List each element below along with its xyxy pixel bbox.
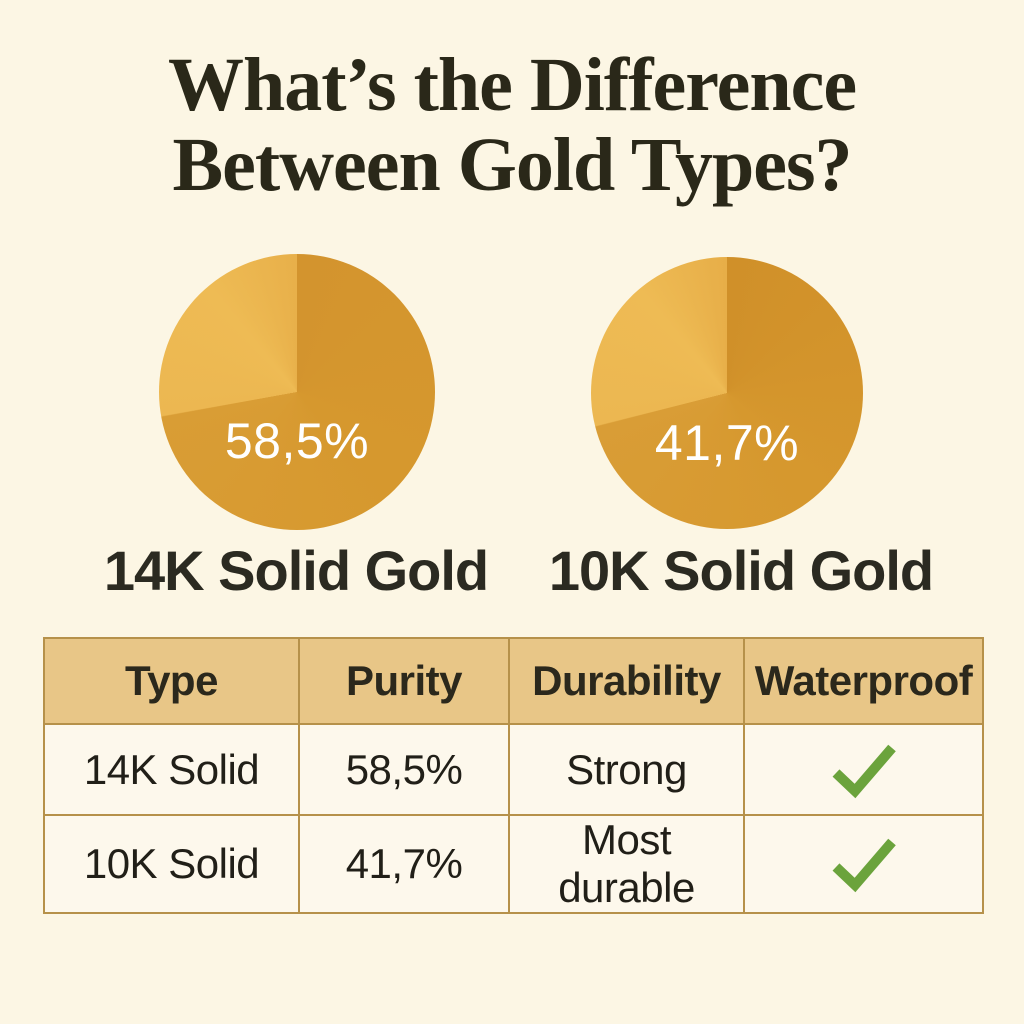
- pie-10k-caption: 10K Solid Gold: [548, 539, 934, 602]
- header-durability: Durability: [508, 637, 745, 725]
- title-line-2: Between Gold Types?: [172, 123, 852, 207]
- table-row: 10K Solid 41,7% Most durable: [43, 814, 984, 914]
- table-row: 14K Solid 58,5% Strong: [43, 723, 984, 816]
- header-purity: Purity: [298, 637, 510, 725]
- pie-10k-value-label: 41,7%: [654, 415, 800, 471]
- cell-purity-14k: 58,5%: [298, 723, 510, 816]
- pie-14k-caption: 14K Solid Gold: [103, 539, 489, 602]
- pie-14k-value-label: 58,5%: [224, 413, 370, 469]
- pie-chart-14k: 58,5%: [159, 254, 435, 530]
- pie-chart-10k: 41,7%: [591, 257, 863, 529]
- checkmark-icon: [832, 838, 896, 893]
- cell-type-10k: 10K Solid: [43, 814, 300, 914]
- cell-durability-10k: Most durable: [508, 814, 745, 914]
- title-line-1: What’s the Difference: [167, 43, 857, 127]
- table-header-row: Type Purity Durability Waterproof: [43, 637, 984, 725]
- page-title: What’s the Difference Between Gold Types…: [0, 45, 1024, 205]
- header-waterproof: Waterproof: [743, 637, 984, 725]
- header-type: Type: [43, 637, 300, 725]
- cell-waterproof-10k: [743, 814, 984, 914]
- cell-waterproof-14k: [743, 723, 984, 816]
- cell-durability-14k: Strong: [508, 723, 745, 816]
- checkmark-icon: [832, 744, 896, 798]
- cell-purity-10k: 41,7%: [298, 814, 510, 914]
- cell-type-14k: 14K Solid: [43, 723, 300, 816]
- comparison-table: Type Purity Durability Waterproof 14K So…: [43, 637, 984, 914]
